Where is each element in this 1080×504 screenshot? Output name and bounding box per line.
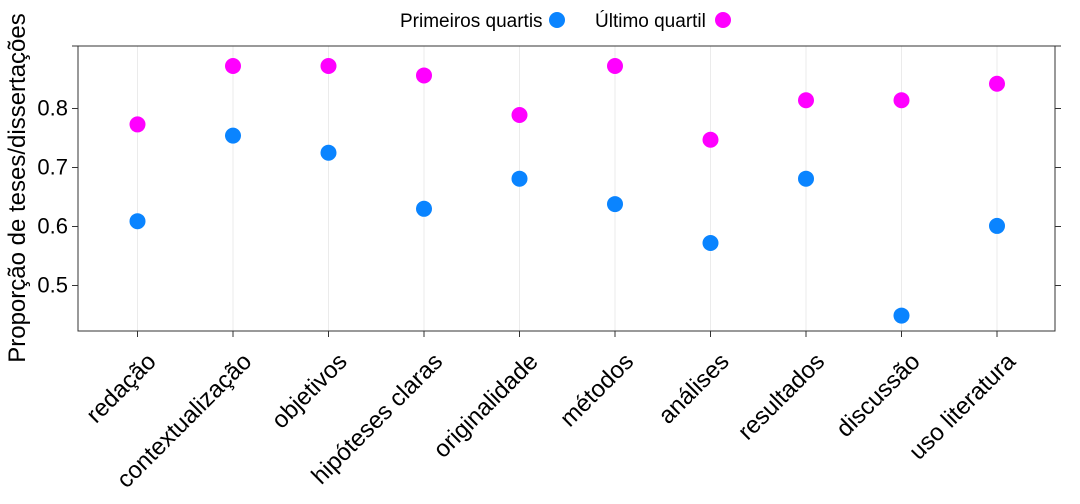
x-tick-label: resultados (733, 348, 830, 445)
data-point (607, 58, 623, 75)
y-tick-label: 0.6 (37, 214, 68, 239)
x-tick-label: objetivos (267, 348, 353, 434)
y-tick-label: 0.7 (37, 155, 68, 180)
y-tick-label: 0.8 (37, 96, 68, 121)
x-tick-label: redação (81, 348, 161, 428)
plot-frame (77, 45, 1056, 332)
data-point (129, 116, 146, 133)
data-point (989, 75, 1005, 92)
data-point (607, 196, 623, 213)
data-point (129, 213, 146, 230)
legend: Primeiros quartis Último quartil (400, 10, 731, 32)
legend-label: Primeiros quartis (400, 11, 543, 32)
data-point (320, 58, 337, 75)
data-point (511, 170, 528, 187)
data-point (416, 67, 432, 84)
data-point (893, 92, 910, 109)
data-point (225, 58, 241, 75)
data-point (511, 106, 528, 123)
y-axis: 0.5 0.6 0.7 0.8 (37, 45, 1061, 298)
data-point (702, 131, 719, 148)
y-tick-label: 0.5 (37, 273, 68, 298)
data-point (702, 235, 719, 252)
x-tick-label: métodos (555, 348, 639, 432)
data-point (798, 170, 814, 187)
grid-lines (137, 46, 998, 331)
legend-marker (715, 12, 731, 28)
data-point (893, 307, 910, 324)
legend-label: Último quartil (595, 10, 706, 32)
x-tick-label: análises (653, 348, 734, 429)
legend-marker (549, 12, 565, 28)
y-axis-label: Proporção de teses/dissertações (4, 13, 31, 363)
data-point (320, 144, 337, 161)
data-point (416, 200, 432, 217)
data-point (225, 127, 241, 144)
data-point (989, 217, 1005, 234)
x-tick-label: discussão (831, 348, 926, 443)
data-points (129, 58, 1005, 324)
data-point (798, 92, 814, 109)
